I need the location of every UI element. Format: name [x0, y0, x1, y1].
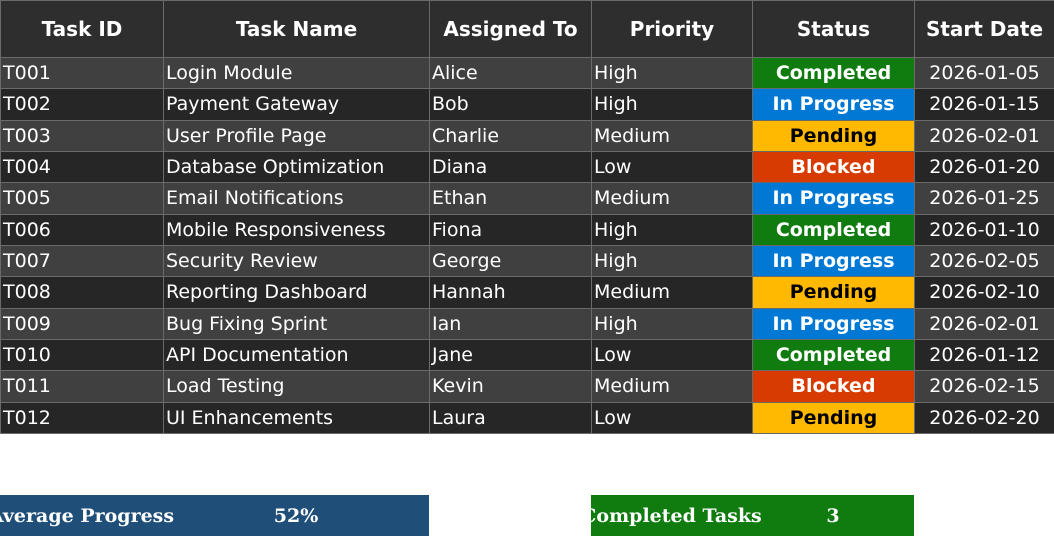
table-cell: High [591, 213, 753, 246]
table-cell: Jane [429, 338, 592, 372]
table-cell: User Profile Page [163, 119, 430, 152]
status-cell: In Progress [752, 244, 915, 278]
table-cell: Security Review [163, 244, 430, 278]
table-cell: George [429, 244, 592, 278]
table-cell: Medium [591, 119, 753, 152]
table-cell: T011 [0, 370, 164, 403]
table-cell: T002 [0, 88, 164, 121]
table-cell: 2026-01-25 [914, 182, 1054, 215]
table-cell: T006 [0, 213, 164, 246]
summary-value: 3 [826, 504, 840, 527]
table-cell: High [591, 307, 753, 340]
table-cell: T009 [0, 307, 164, 340]
table-cell: 2026-01-20 [914, 150, 1054, 184]
table-cell: Laura [429, 401, 592, 434]
table-cell: 2026-02-15 [914, 370, 1054, 403]
table-cell: 2026-01-12 [914, 338, 1054, 372]
status-cell: In Progress [752, 88, 915, 121]
table-cell: Load Testing [163, 370, 430, 403]
summary-bar [591, 495, 914, 536]
status-cell: Pending [752, 401, 915, 434]
table-cell: Kevin [429, 370, 592, 403]
column-header: Task Name [163, 0, 430, 58]
status-cell: Blocked [752, 150, 915, 184]
table-cell: Charlie [429, 119, 592, 152]
status-cell: Pending [752, 119, 915, 152]
table-cell: 2026-02-10 [914, 276, 1054, 309]
table-cell: T012 [0, 401, 164, 434]
table-cell: 2026-02-01 [914, 119, 1054, 152]
table-cell: Email Notifications [163, 182, 430, 215]
table-cell: Login Module [163, 57, 430, 90]
status-cell: Blocked [752, 370, 915, 403]
status-cell: Completed [752, 213, 915, 246]
table-cell: Low [591, 338, 753, 372]
table-cell: Bob [429, 88, 592, 121]
table-cell: Ian [429, 307, 592, 340]
table-cell: UI Enhancements [163, 401, 430, 434]
column-header: Start Date [914, 0, 1054, 58]
table-cell: 2026-01-05 [914, 57, 1054, 90]
table-cell: Medium [591, 370, 753, 403]
status-cell: In Progress [752, 307, 915, 340]
table-cell: 2026-02-01 [914, 307, 1054, 340]
table-cell: T004 [0, 150, 164, 184]
table-cell: Diana [429, 150, 592, 184]
table-cell: Reporting Dashboard [163, 276, 430, 309]
table-cell: Fiona [429, 213, 592, 246]
table-cell: T005 [0, 182, 164, 215]
column-header: Status [752, 0, 915, 58]
table-cell: Alice [429, 57, 592, 90]
status-cell: Pending [752, 276, 915, 309]
table-cell: High [591, 88, 753, 121]
column-header: Task ID [0, 0, 164, 58]
summary-label: Completed Tasks [581, 504, 762, 527]
table-cell: Mobile Responsiveness [163, 213, 430, 246]
table-cell: Database Optimization [163, 150, 430, 184]
summary-value: 52% [273, 504, 319, 527]
table-cell: API Documentation [163, 338, 430, 372]
table-cell: T003 [0, 119, 164, 152]
table-cell: Low [591, 150, 753, 184]
summary-bar [0, 495, 429, 536]
table-cell: 2026-01-10 [914, 213, 1054, 246]
table-cell: 2026-02-05 [914, 244, 1054, 278]
summary-label: Average Progress [0, 504, 175, 527]
table-cell: High [591, 57, 753, 90]
table-cell: T008 [0, 276, 164, 309]
column-header: Priority [591, 0, 753, 58]
column-header: Assigned To [429, 0, 592, 58]
status-cell: Completed [752, 338, 915, 372]
table-cell: 2026-01-15 [914, 88, 1054, 121]
status-cell: Completed [752, 57, 915, 90]
status-cell: In Progress [752, 182, 915, 215]
table-cell: Low [591, 401, 753, 434]
table-cell: High [591, 244, 753, 278]
table-cell: Hannah [429, 276, 592, 309]
table-cell: Payment Gateway [163, 88, 430, 121]
table-cell: T010 [0, 338, 164, 372]
table-cell: T007 [0, 244, 164, 278]
table-cell: Medium [591, 276, 753, 309]
table-cell: Bug Fixing Sprint [163, 307, 430, 340]
table-cell: T001 [0, 57, 164, 90]
table-cell: Ethan [429, 182, 592, 215]
table-cell: 2026-02-20 [914, 401, 1054, 434]
table-cell: Medium [591, 182, 753, 215]
